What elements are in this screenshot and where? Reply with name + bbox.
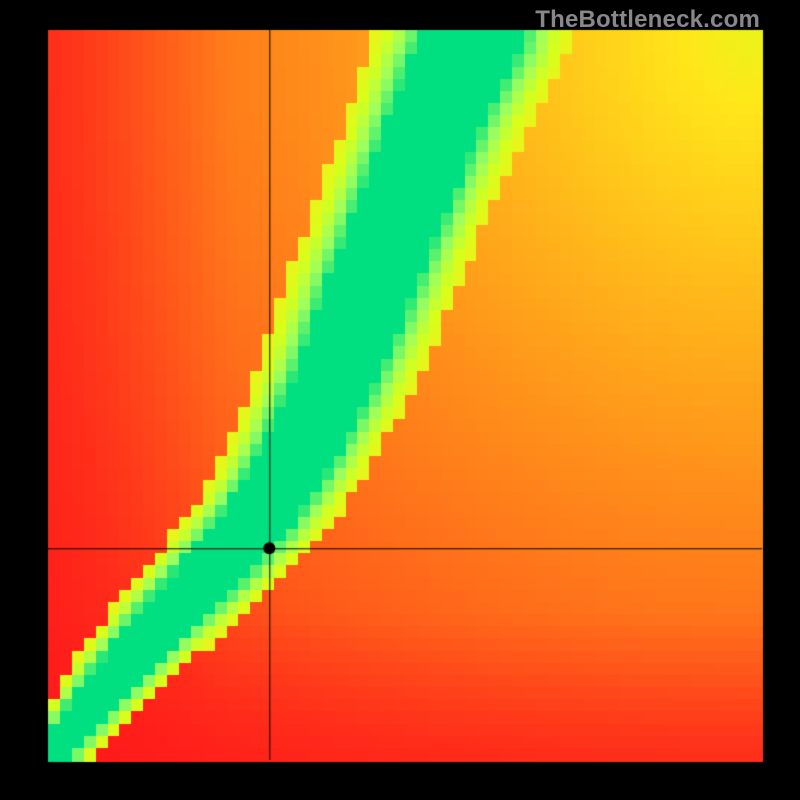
bottleneck-heatmap (0, 0, 800, 800)
watermark-text: TheBottleneck.com (535, 6, 760, 34)
chart-container: TheBottleneck.com (0, 0, 800, 800)
